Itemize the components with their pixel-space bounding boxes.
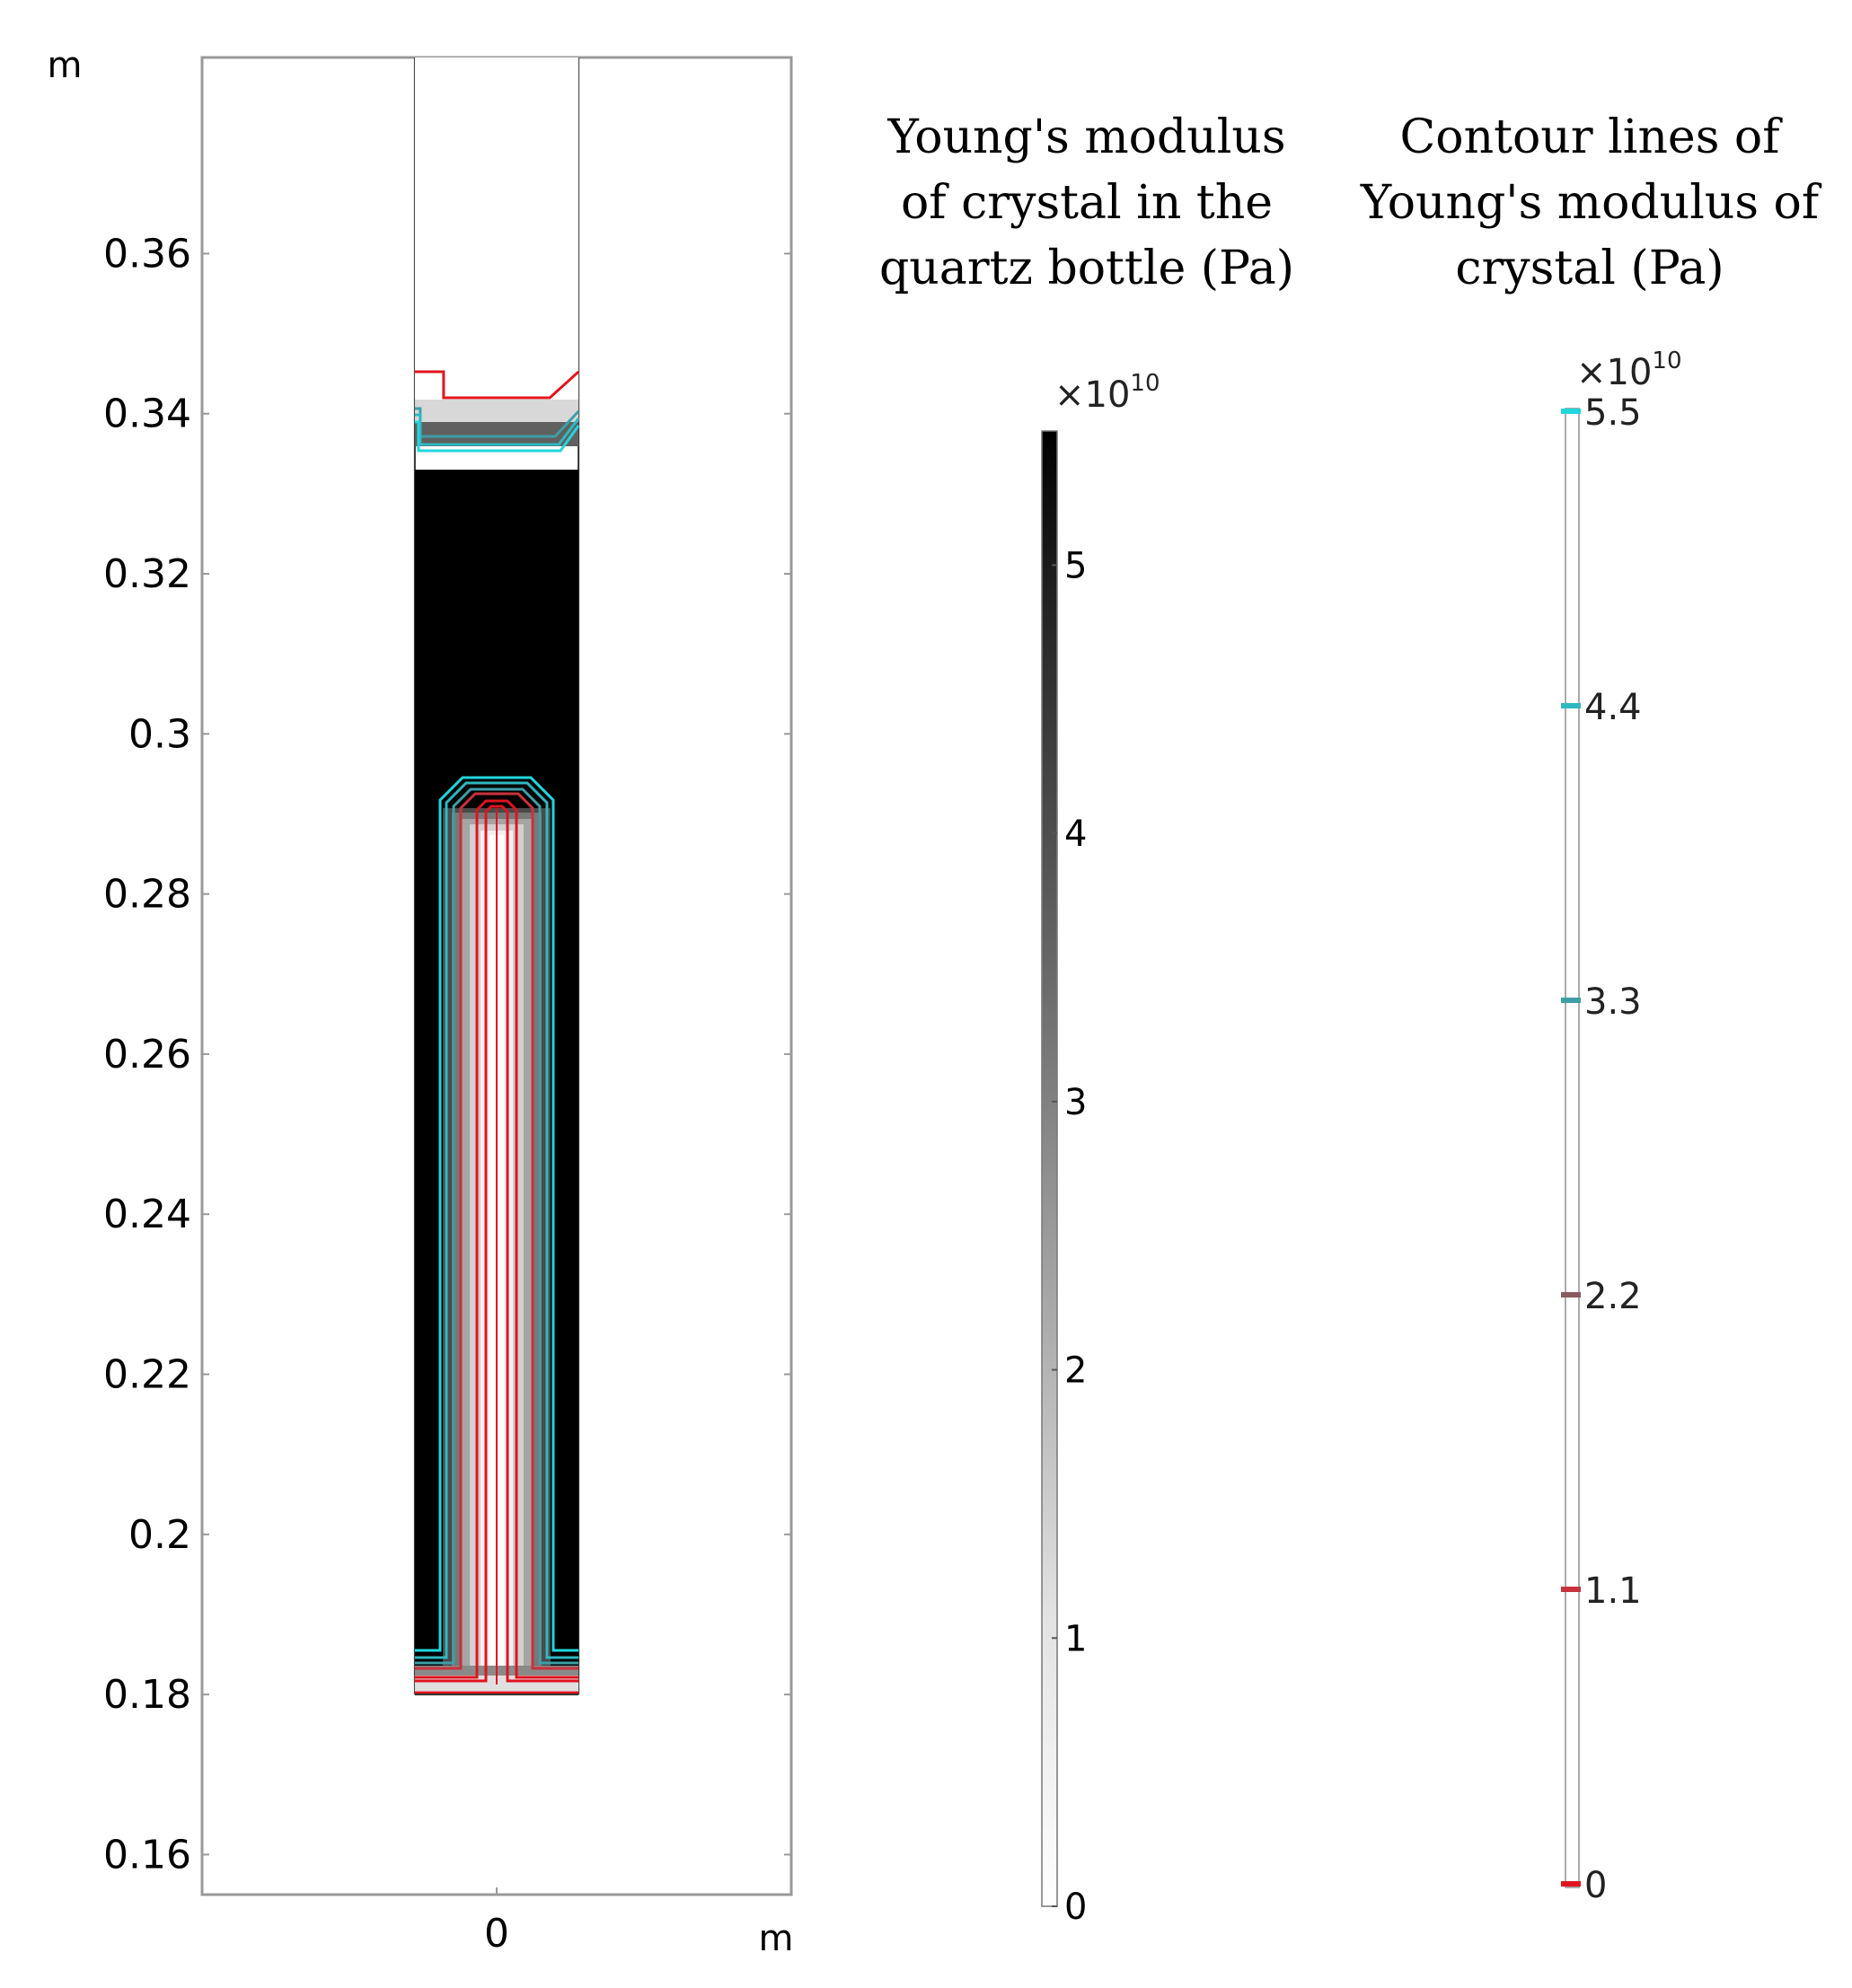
contour-line-seed	[414, 787, 579, 1665]
contour-legend-title-line: Young's modulus of	[1360, 176, 1820, 230]
colorbar-tick-label: 4	[1064, 814, 1087, 855]
top-gradient-band	[414, 400, 579, 422]
plot-ticks: 0.16 0.18 0.2 0.22 0.24 0.26 0.28 0.3 0.32 0.34 0.…	[103, 57, 791, 1957]
contour-line-seed	[414, 799, 579, 1679]
main-plot: 0.16 0.18 0.2 0.22 0.24 0.26 0.28 0.3 0.32 0.34 0.…	[48, 45, 794, 1959]
contour-level-label: 3.3	[1584, 981, 1642, 1023]
contour-level-label: 2.2	[1584, 1276, 1642, 1317]
plot-content	[413, 57, 580, 1696]
colorbar: ×1010 0 1 2 3 4 5	[1041, 370, 1160, 1928]
colorbar-multiplier: ×1010	[1054, 370, 1160, 416]
y-tick-label: 0.22	[103, 1352, 191, 1398]
colorbar-title-line: quartz bottle (Pa)	[878, 242, 1294, 295]
y-tick-label: 0.2	[128, 1512, 191, 1558]
y-tick-label: 0.26	[103, 1032, 191, 1078]
contour-line-top	[414, 370, 580, 400]
colorbar-exponent: 10	[1130, 370, 1160, 397]
y-tick-label: 0.18	[103, 1672, 191, 1718]
y-tick-label: 0.36	[103, 231, 191, 277]
contour-legend-title-line: crystal (Pa)	[1455, 242, 1724, 295]
y-tick-label: 0.24	[103, 1192, 191, 1237]
contour-legend: ×1010 0 1.1 2.2 3.3 4.4 5.5	[1561, 347, 1682, 1906]
contour-line-seed	[414, 776, 579, 1652]
y-tick-label: 0.16	[103, 1832, 191, 1878]
y-tick-label: 0.34	[103, 391, 191, 437]
colorbar-ticks: 0 1 2 3 4 5	[1052, 545, 1087, 1928]
contour-legend-bar	[1565, 408, 1580, 1888]
x-tick-label: 0	[484, 1911, 509, 1957]
colorbar-tick-label: 5	[1064, 545, 1087, 586]
colorbar-title: Young's modulus of crystal in the quartz…	[862, 105, 1311, 302]
y-tick-label: 0.32	[103, 551, 191, 597]
contour-level-label: 4.4	[1584, 687, 1642, 728]
contour-line-seed	[414, 792, 579, 1670]
contour-legend-title-line: Contour lines of	[1399, 110, 1780, 164]
colorbar-tick-label: 1	[1064, 1618, 1087, 1659]
y-axis-unit: m	[48, 45, 83, 86]
contour-level-label: 5.5	[1584, 392, 1642, 434]
colorbar-tick-label: 0	[1064, 1887, 1087, 1928]
contour-line-seed	[414, 781, 579, 1659]
contour-legend-multiplier: ×1010	[1576, 347, 1682, 393]
top-empty-region	[414, 57, 579, 400]
colorbar-tick-label: 3	[1064, 1082, 1087, 1123]
y-tick-label: 0.28	[103, 872, 191, 918]
colorbar-title-line: of crystal in the	[901, 176, 1273, 230]
contour-line-top	[414, 413, 580, 446]
y-tick-label: 0.3	[128, 711, 191, 757]
contour-level-label: 1.1	[1584, 1570, 1642, 1612]
contour-legend-title: Contour lines of Young's modulus of crys…	[1356, 105, 1823, 302]
colorbar-tick-label: 2	[1064, 1350, 1087, 1392]
contour-line-seed	[414, 805, 579, 1683]
x-axis-unit: m	[759, 1918, 794, 1959]
contour-line-top	[414, 420, 580, 453]
colorbar-gradient	[1041, 430, 1058, 1907]
contour-legend-ticks: 0 1.1 2.2 3.3 4.4 5.5	[1561, 392, 1642, 1906]
contour-level-label: 0	[1584, 1865, 1607, 1906]
colorbar-title-line: Young's modulus	[887, 110, 1286, 164]
contour-legend-exponent: 10	[1652, 347, 1681, 374]
